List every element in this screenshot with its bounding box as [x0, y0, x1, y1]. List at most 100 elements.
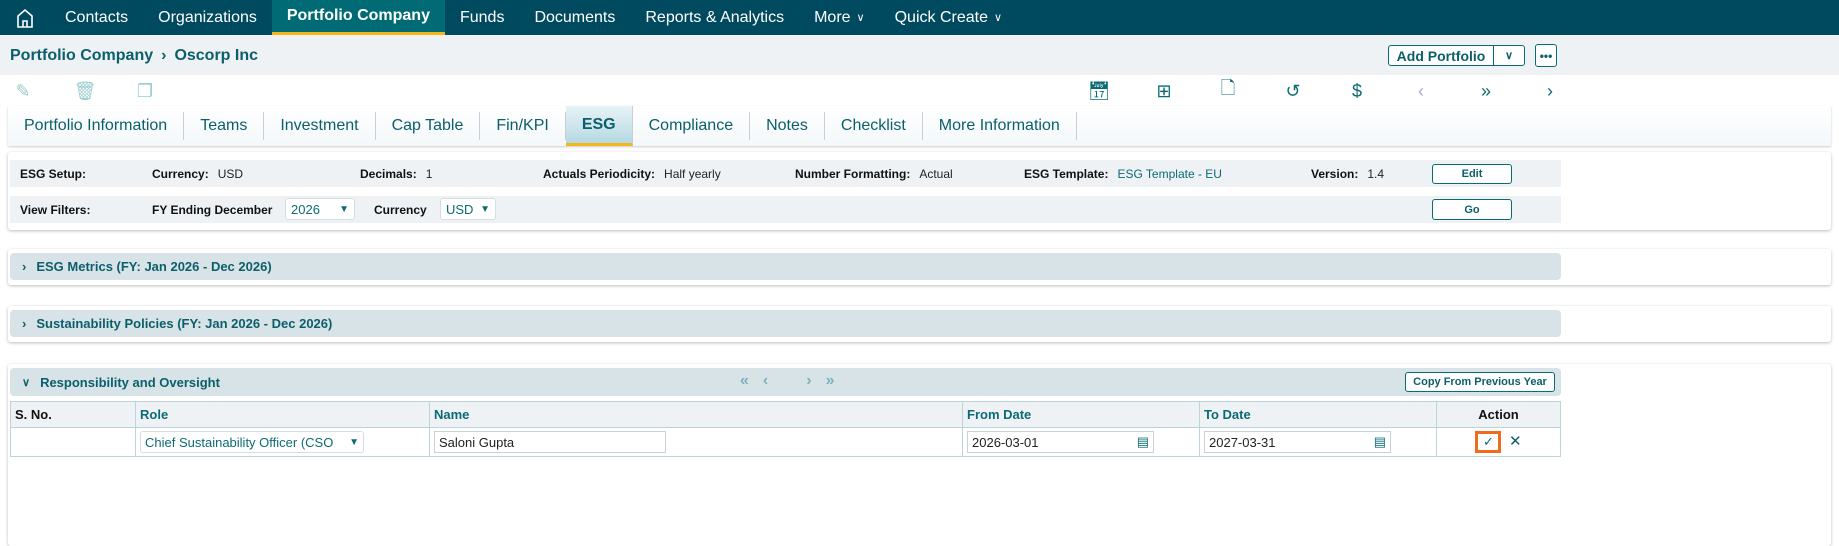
col-from-date: From Date [962, 401, 1200, 428]
more-options-button[interactable]: ••• [1535, 44, 1557, 67]
fy-select[interactable]: 2026 ▼ [285, 198, 355, 220]
tab-esg[interactable]: ESG [565, 106, 633, 146]
periodicity-group: Actuals Periodicity: Half yearly [543, 167, 721, 181]
chevron-down-icon: ∨ [856, 12, 865, 24]
from-date-cell: 2026-03-01 ▤ [962, 427, 1200, 457]
tab-fin-kpi[interactable]: Fin/KPI [480, 112, 566, 140]
first-page-icon[interactable]: « [740, 372, 749, 389]
nav-reports[interactable]: Reports & Analytics [645, 8, 785, 26]
tab-checklist[interactable]: Checklist [825, 112, 923, 140]
filter-currency-label: Currency [374, 203, 427, 217]
history-icon[interactable]: ↺ [1285, 80, 1301, 101]
calendar-icon[interactable]: ▤ [1373, 434, 1386, 449]
tab-portfolio-information[interactable]: Portfolio Information [8, 112, 185, 140]
breadcrumb-current: Oscorp Inc [174, 47, 259, 64]
fast-forward-icon[interactable]: » [1480, 80, 1491, 101]
periodicity-label: Actuals Periodicity: [543, 167, 656, 181]
sno-cell [10, 427, 136, 457]
chevron-down-icon: ∨ [993, 12, 1003, 24]
from-date-value: 2026-03-01 [972, 434, 1039, 450]
save-check-icon[interactable]: ✓ [1475, 431, 1502, 453]
oversight-header: ∨ Responsibility and Oversight « ‹ › » Copy … [10, 368, 1561, 396]
caret-down-icon: ▼ [339, 203, 349, 215]
setup-title: ESG Setup: [20, 167, 87, 181]
tab-cap-table[interactable]: Cap Table [376, 112, 481, 140]
breadcrumb-root[interactable]: Portfolio Company [10, 47, 154, 64]
last-page-icon[interactable]: » [825, 372, 835, 389]
top-nav: Contacts Organizations Portfolio Company… [0, 0, 1839, 35]
role-select[interactable]: Chief Sustainability Officer (CSO ▼ [140, 431, 364, 453]
version-group: Version: 1.4 [1311, 167, 1384, 181]
fy-value: 2026 [291, 201, 320, 217]
trash-icon[interactable]: 🗑︎ [73, 80, 97, 101]
next-icon[interactable]: › [1547, 80, 1553, 101]
tab-teams[interactable]: Teams [184, 112, 265, 140]
previous-icon[interactable]: ‹ [1418, 80, 1424, 101]
calendar-icon[interactable]: ▤ [1136, 434, 1149, 449]
nav-documents[interactable]: Documents [534, 8, 616, 26]
formatting-value: Actual [919, 167, 953, 181]
calculator-add-icon[interactable]: ⊞ [1156, 80, 1172, 101]
col-role: Role [135, 401, 430, 428]
prev-page-icon[interactable]: ‹ [762, 372, 769, 389]
esg-metrics-title: ESG Metrics (FY: Jan 2026 - Dec 2026) [36, 259, 272, 274]
fy-label-group: FY Ending December [152, 203, 272, 217]
col-sno: S. No. [10, 401, 136, 428]
chevron-right-icon: › [22, 259, 27, 274]
role-value: Chief Sustainability Officer (CSO [145, 434, 334, 450]
filters-title-group: View Filters: [20, 203, 90, 217]
to-date-input[interactable]: 2027-03-31 ▤ [1204, 431, 1391, 453]
decimals-group: Decimals: 1 [360, 167, 432, 181]
currency-sync-icon[interactable]: $ [1351, 80, 1362, 101]
next-page-icon[interactable]: › [806, 372, 812, 389]
tab-compliance[interactable]: Compliance [633, 112, 751, 140]
decimals-number: 1 [425, 167, 433, 181]
tab-more-information[interactable]: More Information [923, 112, 1077, 140]
caret-down-icon: ▼ [480, 203, 490, 215]
formatting-group: Number Formatting: Actual [795, 167, 953, 181]
nav-contacts[interactable]: Contacts [65, 8, 129, 26]
add-portfolio-dropdown[interactable]: ∨ [1494, 45, 1525, 66]
chevron-down-icon[interactable]: ∨ [22, 376, 31, 389]
document-add-icon[interactable]: 🗋︎ [1220, 78, 1236, 98]
copy-previous-year-button[interactable]: Copy From Previous Year [1405, 372, 1555, 392]
role-cell: Chief Sustainability Officer (CSO ▼ [135, 427, 430, 457]
copy-icon[interactable]: ❐ [136, 80, 154, 101]
to-date-value: 2027-03-31 [1209, 434, 1276, 450]
caret-down-icon: ▼ [349, 436, 359, 448]
nav-portfolio-company[interactable]: Portfolio Company [271, 0, 445, 35]
nav-more[interactable]: More ∨ [799, 0, 880, 35]
edit-icon[interactable]: ✎ [15, 80, 31, 101]
pager: « ‹ › » [740, 372, 834, 390]
edit-button[interactable]: Edit [1432, 164, 1512, 184]
policies-header[interactable]: › Sustainability Policies (FY: Jan 2026 -… [10, 310, 1561, 337]
template-link[interactable]: ESG Template - EU [1117, 167, 1222, 181]
template-label: ESG Template: [1024, 167, 1109, 181]
nav-quick-create[interactable]: Quick Create ∨ [880, 0, 1017, 35]
tab-investment[interactable]: Investment [264, 112, 376, 140]
to-date-cell: 2027-03-31 ▤ [1199, 427, 1437, 457]
calendar-add-icon[interactable]: 📅︎ [1087, 80, 1111, 101]
col-to-date: To Date [1199, 401, 1437, 428]
add-portfolio-group: Add Portfolio ∨ [1388, 45, 1525, 66]
tab-notes[interactable]: Notes [750, 112, 825, 140]
setup-title-group: ESG Setup: [20, 167, 86, 181]
currency-group: Currency: USD [152, 167, 243, 181]
home-icon[interactable] [0, 0, 50, 35]
tab-bar: Portfolio Information Teams Investment C… [8, 106, 1831, 146]
nav-funds[interactable]: Funds [459, 8, 505, 26]
periodicity-value: Half yearly [664, 167, 721, 181]
filter-currency-value: USD [446, 201, 474, 217]
currency-select[interactable]: USD ▼ [440, 198, 496, 220]
fy-label: FY Ending December [152, 203, 273, 217]
nav-organizations[interactable]: Organizations [158, 8, 257, 26]
go-button[interactable]: Go [1432, 199, 1512, 220]
template-group: ESG Template: ESG Template - EU [1024, 167, 1222, 181]
nav-quick-create-label: Quick Create [894, 8, 988, 26]
add-portfolio-button[interactable]: Add Portfolio [1388, 45, 1494, 66]
esg-setup-row: ESG Setup: Currency: USD Decimals: 1 Act… [10, 160, 1561, 187]
esg-metrics-header[interactable]: › ESG Metrics (FY: Jan 2026 - Dec 2026) [10, 253, 1561, 280]
name-input[interactable]: Saloni Gupta [434, 431, 666, 453]
cancel-x-icon[interactable]: ✕ [1509, 433, 1522, 450]
from-date-input[interactable]: 2026-03-01 ▤ [967, 431, 1154, 453]
